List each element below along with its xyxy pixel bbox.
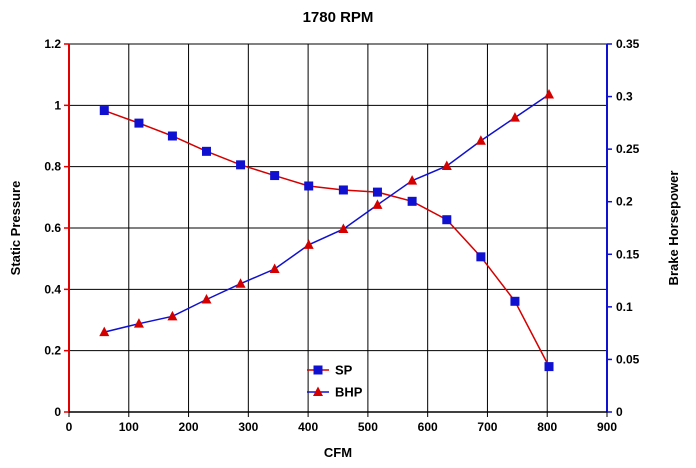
x-axis-tick-label: 800 — [537, 420, 557, 434]
y-axis-right-tick-label: 0.3 — [616, 90, 633, 104]
y-axis-left-tick-label: 1.2 — [44, 37, 61, 51]
legend-marker-sp — [313, 365, 323, 375]
y-axis-right-tick-label: 0.25 — [616, 142, 640, 156]
data-point-sp — [304, 181, 314, 191]
data-point-sp — [372, 187, 382, 197]
data-point-sp — [338, 185, 348, 195]
legend-item-sp: SP — [307, 363, 353, 378]
y-axis-right-tick-label: 0.05 — [616, 352, 640, 366]
data-point-bhp — [99, 326, 110, 337]
legend: SP BHP — [307, 363, 363, 400]
y-axis-right-tick-label: 0 — [616, 405, 623, 419]
data-point-bhp — [167, 310, 178, 321]
y-axis-left-tick-label: 0.8 — [44, 160, 61, 174]
data-point-sp — [510, 296, 520, 306]
data-point-bhp — [235, 278, 246, 288]
data-point-sp — [134, 118, 144, 128]
y-axis-right-tick-label: 0.2 — [616, 195, 633, 209]
chart-title: 1780 RPM — [303, 9, 374, 26]
x-axis-tick-label: 100 — [119, 420, 139, 434]
x-axis-tick-label: 400 — [298, 420, 318, 434]
y-axis-left-tick-label: 1 — [54, 98, 61, 112]
y-axis-left-tick-label: 0.4 — [44, 282, 61, 296]
data-point-sp — [476, 252, 486, 262]
y-axis-label-right: Brake Horsepower — [666, 171, 681, 286]
data-point-bhp — [544, 88, 555, 99]
data-point-sp — [407, 196, 417, 206]
data-point-bhp — [338, 223, 349, 234]
data-point-sp — [236, 160, 246, 170]
series-layer — [99, 88, 555, 372]
grid-lines — [69, 44, 607, 412]
data-point-bhp — [407, 175, 418, 185]
data-point-bhp — [201, 293, 212, 304]
x-axis-tick-label: 900 — [597, 420, 617, 434]
x-axis-label: CFM — [324, 445, 352, 460]
x-axis-tick-label: 0 — [66, 420, 73, 434]
data-point-sp — [544, 362, 554, 372]
data-point-sp — [167, 131, 177, 141]
y-axis-right-tick-label: 0.15 — [616, 247, 640, 261]
y-axis-left-tick-label: 0.6 — [44, 221, 61, 235]
data-point-bhp — [475, 135, 486, 145]
x-axis-tick-label: 300 — [238, 420, 258, 434]
x-axis-tick-label: 200 — [179, 420, 199, 434]
series-line-sp — [104, 109, 550, 367]
y-axis-left-tick-label: 0.2 — [44, 344, 61, 358]
data-point-bhp — [133, 318, 144, 328]
y-axis-left-tick-label: 0 — [54, 405, 61, 419]
series-sp — [99, 106, 554, 372]
data-point-sp — [201, 146, 211, 156]
data-point-bhp — [509, 112, 520, 122]
y-axis-right-tick-label: 0.35 — [616, 37, 640, 51]
series-line-bhp — [104, 93, 550, 333]
data-point-sp — [270, 171, 280, 181]
legend-marker-bhp — [313, 386, 323, 396]
legend-label-bhp: BHP — [335, 385, 363, 400]
x-axis-tick-label: 700 — [477, 420, 497, 434]
data-point-sp — [99, 106, 109, 116]
x-axis-tick-label: 600 — [418, 420, 438, 434]
x-axis-tick-label: 500 — [358, 420, 378, 434]
data-point-sp — [442, 215, 452, 225]
legend-label-sp: SP — [335, 363, 353, 378]
axes: 0 0.2 0.4 0.6 0.8 1 1.2 0 0.05 0.1 0.15 0.2 0.25 0.3 0… — [44, 37, 639, 434]
data-point-bhp — [269, 263, 280, 274]
y-axis-right-tick-label: 0.1 — [616, 300, 633, 314]
legend-item-bhp: BHP — [307, 385, 363, 400]
data-point-bhp — [372, 199, 383, 209]
data-point-bhp — [303, 239, 314, 249]
series-bhp — [99, 88, 555, 337]
data-point-bhp — [441, 160, 452, 170]
y-axis-label-left: Static Pressure — [8, 181, 23, 276]
